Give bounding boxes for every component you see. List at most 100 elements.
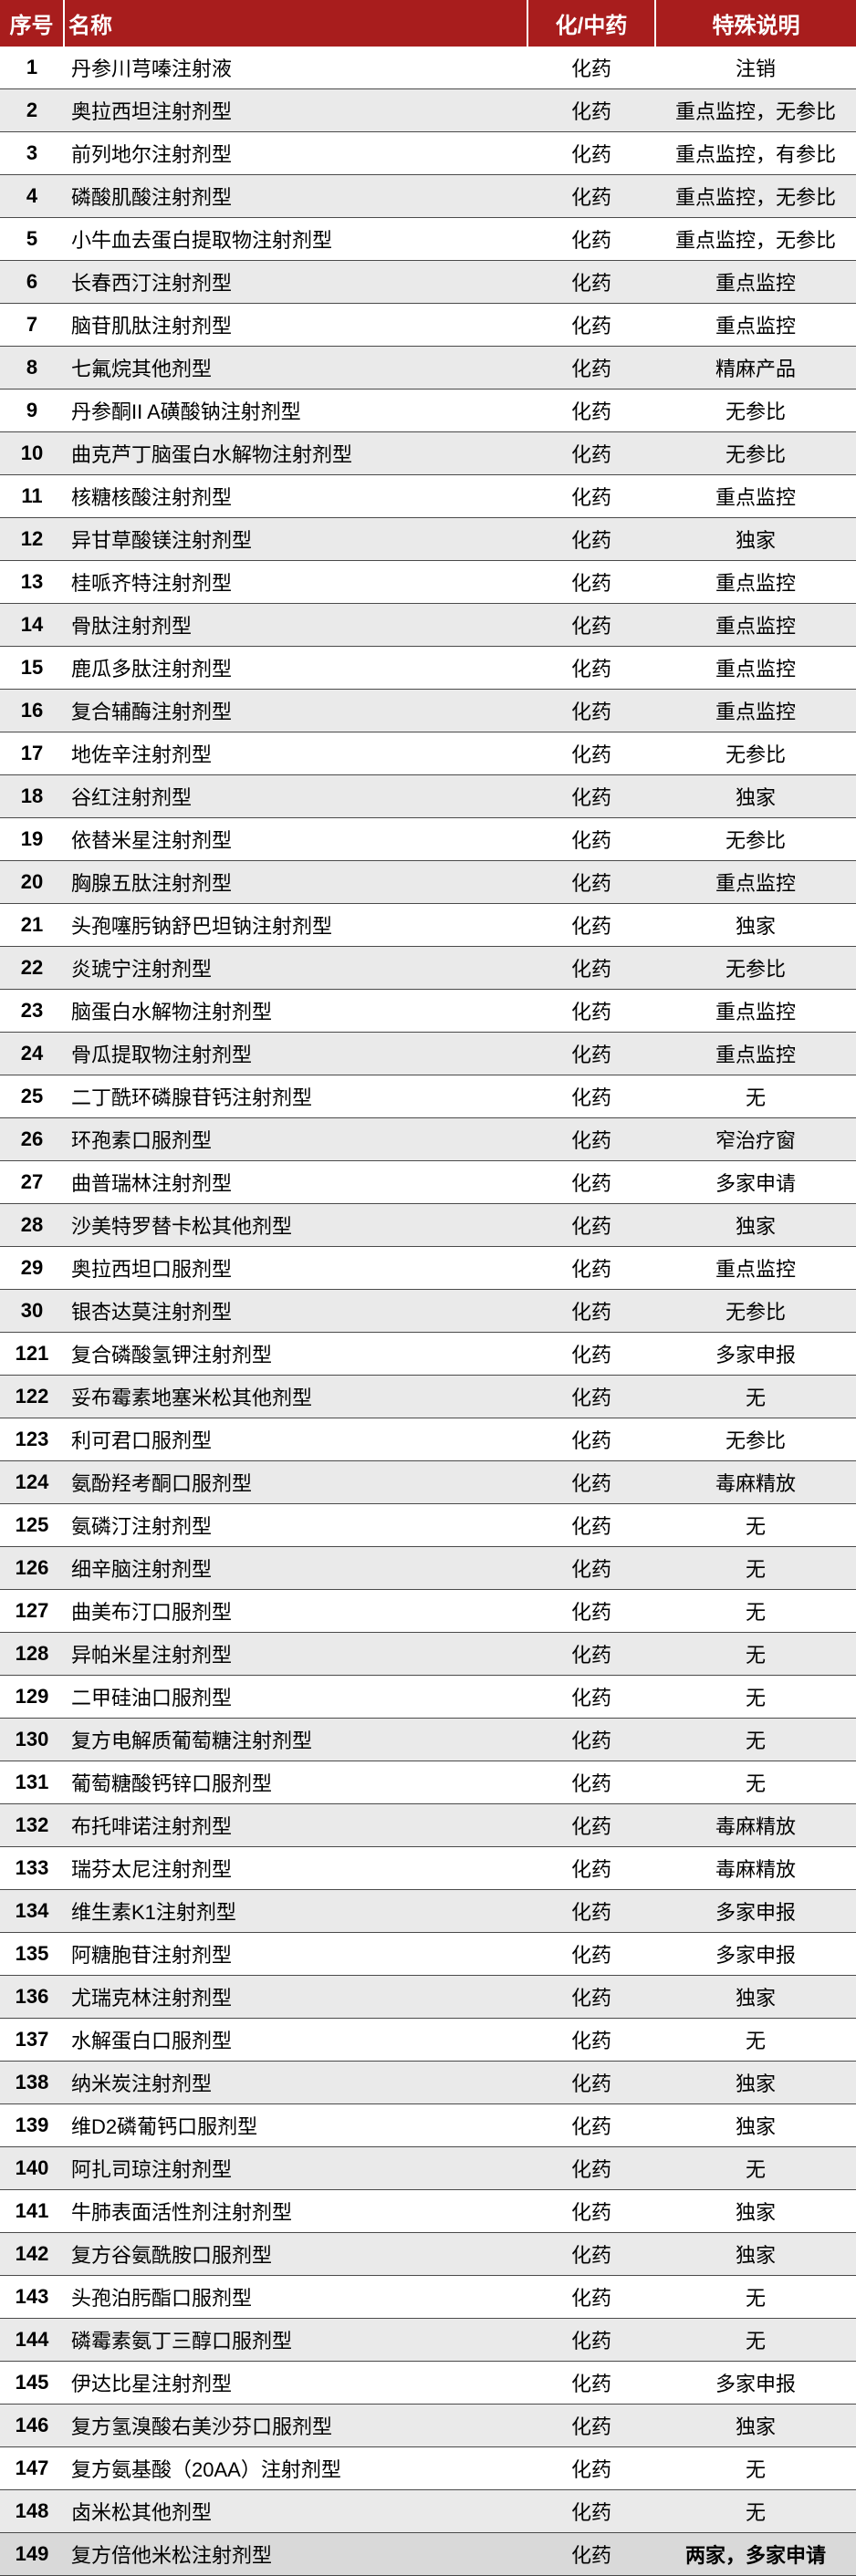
cell-name: 桂哌齐特注射剂型 [64,561,527,604]
cell-note: 多家申请 [655,1161,856,1204]
cell-seq: 10 [0,432,64,475]
table-row: 13桂哌齐特注射剂型化药重点监控 [0,561,856,604]
cell-type: 化药 [527,1247,655,1290]
cell-type: 化药 [527,1333,655,1376]
cell-seq: 126 [0,1547,64,1590]
cell-note: 无 [655,1075,856,1118]
table-row: 10曲克芦丁脑蛋白水解物注射剂型化药无参比 [0,432,856,475]
cell-name: 丹参酮II A磺酸钠注射剂型 [64,390,527,432]
table-row: 24骨瓜提取物注射剂型化药重点监控 [0,1033,856,1075]
cell-type: 化药 [527,732,655,775]
table-row: 22炎琥宁注射剂型化药无参比 [0,947,856,990]
cell-name: 卤米松其他剂型 [64,2490,527,2533]
cell-seq: 122 [0,1376,64,1418]
cell-name: 复方倍他米松注射剂型 [64,2533,527,2576]
table-row: 142复方谷氨酰胺口服剂型化药独家 [0,2233,856,2276]
table-row: 128异帕米星注射剂型化药无 [0,1633,856,1676]
cell-type: 化药 [527,1290,655,1333]
table-row: 131葡萄糖酸钙锌口服剂型化药无 [0,1761,856,1804]
table-row: 2奥拉西坦注射剂型化药重点监控，无参比 [0,89,856,132]
cell-note: 无参比 [655,1290,856,1333]
table-row: 4磷酸肌酸注射剂型化药重点监控，无参比 [0,175,856,218]
cell-seq: 28 [0,1204,64,1247]
table-row: 16复合辅酶注射剂型化药重点监控 [0,690,856,732]
cell-seq: 30 [0,1290,64,1333]
cell-name: 布托啡诺注射剂型 [64,1804,527,1847]
cell-name: 曲普瑞林注射剂型 [64,1161,527,1204]
cell-seq: 1 [0,47,64,89]
cell-type: 化药 [527,775,655,818]
cell-type: 化药 [527,2062,655,2104]
cell-seq: 6 [0,261,64,304]
cell-type: 化药 [527,690,655,732]
cell-seq: 16 [0,690,64,732]
cell-type: 化药 [527,175,655,218]
cell-name: 尤瑞克林注射剂型 [64,1976,527,2019]
table-row: 9丹参酮II A磺酸钠注射剂型化药无参比 [0,390,856,432]
cell-type: 化药 [527,861,655,904]
table-row: 126细辛脑注射剂型化药无 [0,1547,856,1590]
cell-note: 无 [655,2147,856,2190]
cell-seq: 8 [0,347,64,390]
cell-note: 毒麻精放 [655,1461,856,1504]
cell-name: 曲美布汀口服剂型 [64,1590,527,1633]
header-name: 名称 [64,0,527,47]
table-row: 141牛肺表面活性剂注射剂型化药独家 [0,2190,856,2233]
cell-note: 重点监控 [655,1033,856,1075]
cell-name: 七氟烷其他剂型 [64,347,527,390]
cell-seq: 15 [0,647,64,690]
cell-note: 无 [655,2490,856,2533]
cell-seq: 3 [0,132,64,175]
cell-name: 异帕米星注射剂型 [64,1633,527,1676]
cell-note: 重点监控 [655,304,856,347]
cell-note: 独家 [655,518,856,561]
table-row: 123利可君口服剂型化药无参比 [0,1418,856,1461]
cell-name: 复方氢溴酸右美沙芬口服剂型 [64,2405,527,2447]
cell-note: 无参比 [655,390,856,432]
table-row: 132布托啡诺注射剂型化药毒麻精放 [0,1804,856,1847]
table-row: 138纳米炭注射剂型化药独家 [0,2062,856,2104]
table-row: 14骨肽注射剂型化药重点监控 [0,604,856,647]
cell-type: 化药 [527,904,655,947]
cell-seq: 14 [0,604,64,647]
cell-note: 独家 [655,1976,856,2019]
cell-name: 银杏达莫注射剂型 [64,1290,527,1333]
cell-type: 化药 [527,1719,655,1761]
cell-seq: 7 [0,304,64,347]
cell-note: 两家，多家申请 [655,2533,856,2576]
cell-type: 化药 [527,475,655,518]
cell-type: 化药 [527,1376,655,1418]
cell-name: 牛肺表面活性剂注射剂型 [64,2190,527,2233]
table-row: 148卤米松其他剂型化药无 [0,2490,856,2533]
cell-name: 头孢泊肟酯口服剂型 [64,2276,527,2319]
cell-seq: 18 [0,775,64,818]
table-row: 145伊达比星注射剂型化药多家申报 [0,2362,856,2405]
cell-type: 化药 [527,1461,655,1504]
table-row: 29奥拉西坦口服剂型化药重点监控 [0,1247,856,1290]
table-row: 1丹参川芎嗪注射液化药注销 [0,47,856,89]
cell-name: 二甲硅油口服剂型 [64,1676,527,1719]
cell-note: 独家 [655,2405,856,2447]
cell-note: 重点监控，有参比 [655,132,856,175]
table-row: 144磷霉素氨丁三醇口服剂型化药无 [0,2319,856,2362]
cell-type: 化药 [527,1075,655,1118]
cell-type: 化药 [527,1804,655,1847]
cell-type: 化药 [527,1418,655,1461]
cell-seq: 137 [0,2019,64,2062]
cell-note: 重点监控 [655,261,856,304]
table-row: 136尤瑞克林注射剂型化药独家 [0,1976,856,2019]
table-row: 137水解蛋白口服剂型化药无 [0,2019,856,2062]
cell-note: 重点监控 [655,475,856,518]
table-row: 127曲美布汀口服剂型化药无 [0,1590,856,1633]
cell-seq: 23 [0,990,64,1033]
cell-note: 毒麻精放 [655,1847,856,1890]
cell-name: 纳米炭注射剂型 [64,2062,527,2104]
cell-type: 化药 [527,1890,655,1933]
cell-seq: 24 [0,1033,64,1075]
cell-name: 复方电解质葡萄糖注射剂型 [64,1719,527,1761]
cell-note: 多家申报 [655,1933,856,1976]
table-row: 20胸腺五肽注射剂型化药重点监控 [0,861,856,904]
cell-seq: 5 [0,218,64,261]
cell-note: 多家申报 [655,1333,856,1376]
cell-type: 化药 [527,2147,655,2190]
